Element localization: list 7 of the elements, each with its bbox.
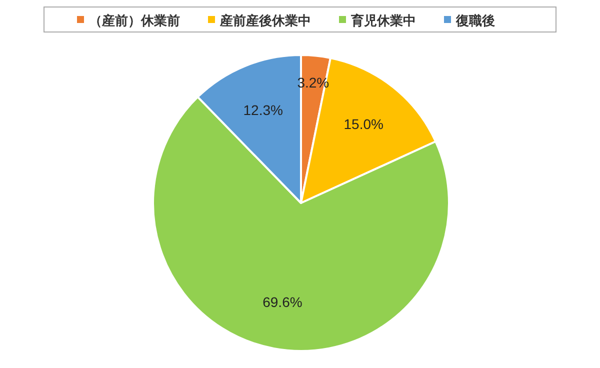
data-label: 15.0% [344, 116, 384, 132]
legend-label: 育児休業中 [350, 13, 416, 28]
data-label: 69.6% [262, 294, 302, 310]
data-label: 12.3% [243, 102, 283, 118]
legend-label: （産前）休業前 [89, 13, 180, 28]
legend-label: 産前産後休業中 [219, 13, 311, 28]
legend-label: 復職後 [455, 13, 495, 28]
